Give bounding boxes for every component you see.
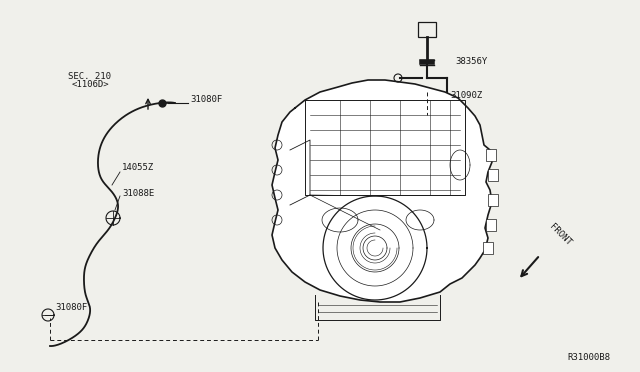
Bar: [483, 242, 493, 254]
Bar: [486, 149, 496, 161]
Text: 14055Z: 14055Z: [122, 164, 154, 173]
Bar: [418, 22, 436, 37]
Text: FRONT: FRONT: [548, 222, 573, 247]
Bar: [486, 219, 496, 231]
Bar: [488, 169, 498, 181]
Text: R31000B8: R31000B8: [567, 353, 610, 362]
Polygon shape: [272, 80, 492, 302]
Text: 38356Y: 38356Y: [455, 58, 487, 67]
Bar: [488, 194, 498, 206]
Text: <1106D>: <1106D>: [71, 80, 109, 89]
Text: 31088E: 31088E: [122, 189, 154, 198]
Text: 31080F: 31080F: [55, 304, 87, 312]
Text: 31090Z: 31090Z: [450, 90, 483, 99]
Text: 31080F: 31080F: [190, 96, 222, 105]
Text: SEC. 210: SEC. 210: [68, 72, 111, 81]
